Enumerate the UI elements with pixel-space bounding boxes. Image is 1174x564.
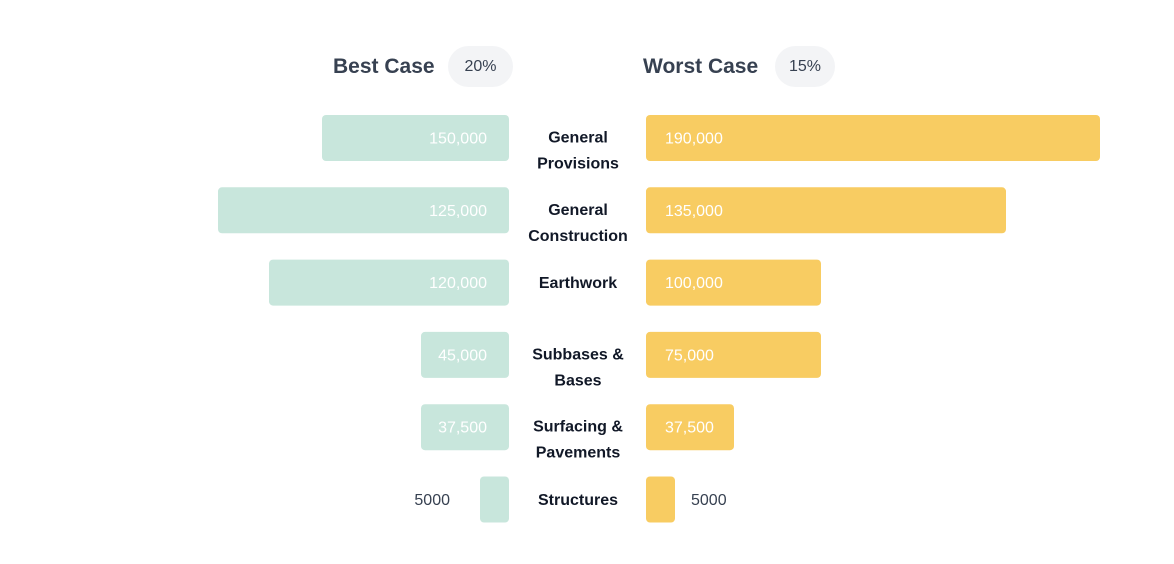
worst-case-percent-badge: 15% — [775, 46, 835, 87]
best-case-value-label: 5000 — [414, 492, 450, 509]
best-case-title: Best Case — [333, 55, 435, 78]
worst-case-bar — [646, 476, 675, 523]
worst-case-value-label: 135,000 — [665, 203, 723, 220]
category-label: General Construction — [528, 202, 628, 245]
category-label: General Provisions — [537, 130, 619, 173]
best-case-bar — [421, 331, 509, 378]
worst-case-value-label: 75,000 — [665, 347, 714, 364]
best-case-bar — [322, 115, 509, 161]
worst-case-value-label: 100,000 — [665, 275, 723, 292]
category-label: Surfacing & Pavements — [533, 419, 623, 462]
best-case-bar — [480, 476, 509, 523]
category-label: Subbases & Bases — [532, 346, 624, 389]
best-case-bar — [269, 259, 509, 306]
best-case-value-label: 120,000 — [429, 275, 487, 292]
worst-case-bar — [646, 259, 821, 306]
best-case-percent-badge: 20% — [448, 46, 513, 87]
worst-case-value-label: 37,500 — [665, 420, 714, 437]
worst-case-bar — [646, 187, 1006, 234]
worst-case-bar — [646, 115, 1100, 161]
worst-case-bar — [646, 331, 821, 378]
best-case-value-label: 150,000 — [429, 131, 487, 148]
category-label: Structures — [538, 492, 618, 509]
best-case-value-label: 125,000 — [429, 203, 487, 220]
worst-case-value-label: 190,000 — [665, 131, 723, 148]
worst-case-title: Worst Case — [643, 55, 759, 78]
category-label: Earthwork — [539, 275, 617, 292]
best-case-value-label: 37,500 — [438, 420, 487, 437]
best-case-bar — [421, 404, 509, 451]
worst-case-bar — [646, 404, 734, 451]
best-case-value-label: 45,000 — [438, 347, 487, 364]
worst-case-value-label: 5000 — [691, 492, 727, 509]
best-case-bar — [218, 187, 509, 234]
